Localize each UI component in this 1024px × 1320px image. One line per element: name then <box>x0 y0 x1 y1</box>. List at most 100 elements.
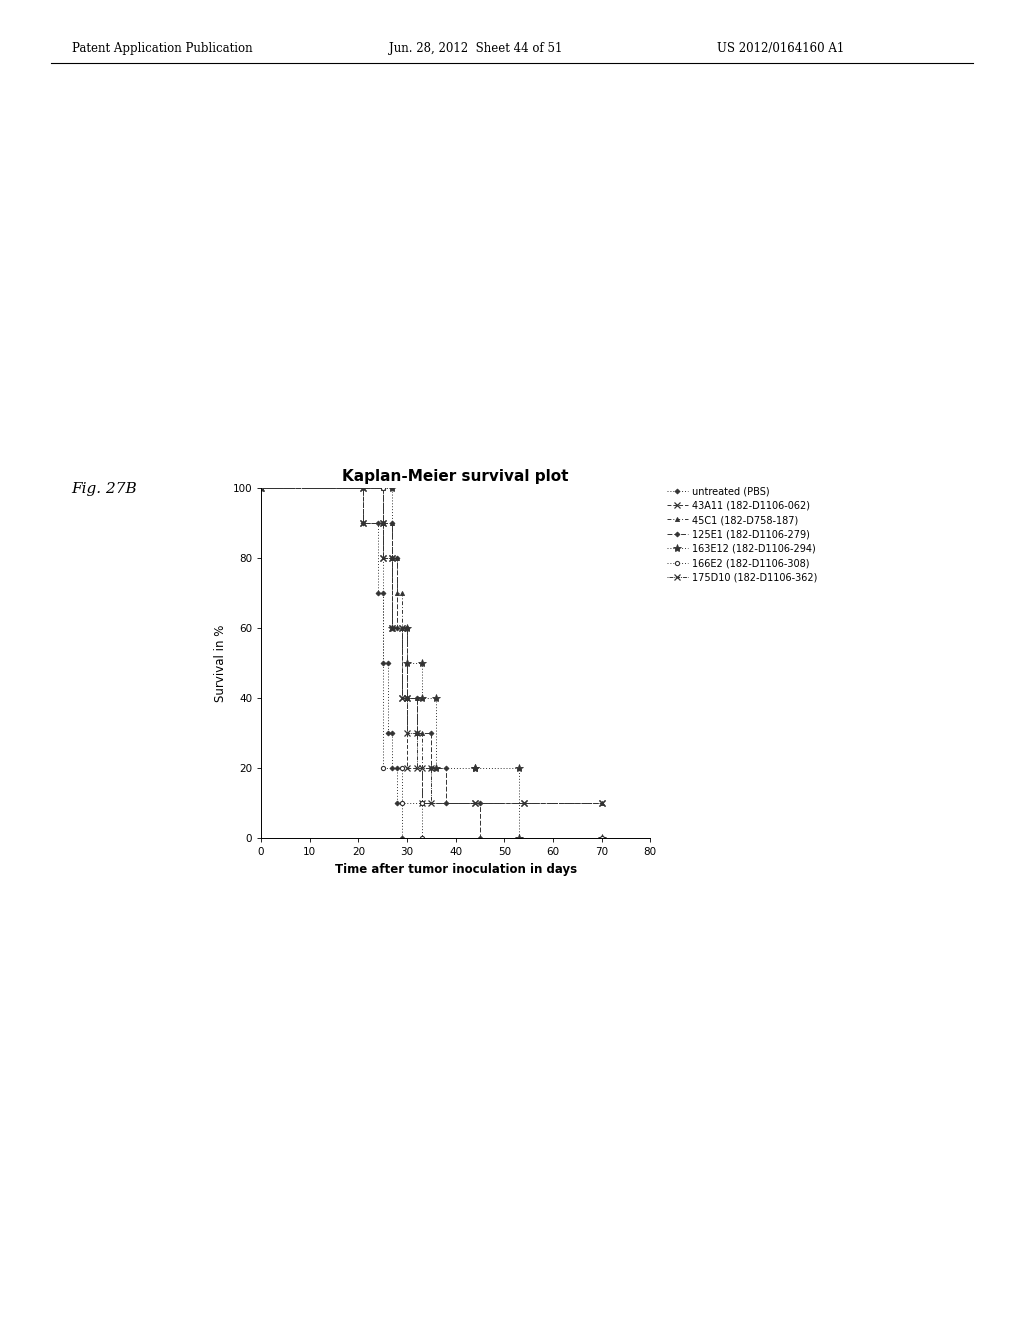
166E2 (182-D1106-308) <box>377 480 389 496</box>
untreated (PBS) <box>372 515 384 531</box>
125E1 (182-D1106-279) <box>411 726 423 742</box>
163E12 (182-D1106-294) <box>416 655 428 671</box>
untreated (PBS) <box>377 655 389 671</box>
untreated (PBS) <box>396 795 409 810</box>
untreated (PBS) <box>382 726 394 742</box>
163E12 (182-D1106-294) <box>401 655 414 671</box>
45C1 (182-D758-187) <box>401 690 414 706</box>
175D10 (182-D1106-362) <box>377 550 389 566</box>
Line: 45C1 (182-D758-187): 45C1 (182-D758-187) <box>259 486 604 805</box>
175D10 (182-D1106-362) <box>396 690 409 706</box>
Y-axis label: Survival in %: Survival in % <box>214 624 227 702</box>
43A11 (182-D1106-062) <box>416 760 428 776</box>
166E2 (182-D1106-308) <box>416 830 428 846</box>
X-axis label: Time after tumor inoculation in days: Time after tumor inoculation in days <box>335 863 577 875</box>
163E12 (182-D1106-294) <box>386 620 398 636</box>
45C1 (182-D758-187) <box>416 726 428 742</box>
175D10 (182-D1106-362) <box>401 690 414 706</box>
untreated (PBS) <box>357 480 370 496</box>
45C1 (182-D758-187) <box>386 515 398 531</box>
125E1 (182-D1106-279) <box>377 480 389 496</box>
untreated (PBS) <box>382 655 394 671</box>
43A11 (182-D1106-062) <box>396 690 409 706</box>
125E1 (182-D1106-279) <box>425 726 437 742</box>
45C1 (182-D758-187) <box>411 690 423 706</box>
175D10 (182-D1106-362) <box>386 550 398 566</box>
45C1 (182-D758-187) <box>396 585 409 601</box>
untreated (PBS) <box>391 760 403 776</box>
125E1 (182-D1106-279) <box>440 795 453 810</box>
163E12 (182-D1106-294) <box>430 690 442 706</box>
125E1 (182-D1106-279) <box>411 690 423 706</box>
163E12 (182-D1106-294) <box>596 830 608 846</box>
Text: Fig. 27B: Fig. 27B <box>72 482 137 496</box>
125E1 (182-D1106-279) <box>401 620 414 636</box>
43A11 (182-D1106-062) <box>396 620 409 636</box>
166E2 (182-D1106-308) <box>396 760 409 776</box>
166E2 (182-D1106-308) <box>377 760 389 776</box>
125E1 (182-D1106-279) <box>386 515 398 531</box>
Line: untreated (PBS): untreated (PBS) <box>259 487 603 840</box>
Text: US 2012/0164160 A1: US 2012/0164160 A1 <box>717 42 844 55</box>
Line: 175D10 (182-D1106-362): 175D10 (182-D1106-362) <box>258 486 604 807</box>
125E1 (182-D1106-279) <box>377 515 389 531</box>
45C1 (182-D758-187) <box>416 795 428 810</box>
175D10 (182-D1106-362) <box>518 795 530 810</box>
166E2 (182-D1106-308) <box>255 480 267 496</box>
Line: 125E1 (182-D1106-279): 125E1 (182-D1106-279) <box>259 487 603 840</box>
175D10 (182-D1106-362) <box>425 760 437 776</box>
125E1 (182-D1106-279) <box>386 550 398 566</box>
175D10 (182-D1106-362) <box>401 726 414 742</box>
43A11 (182-D1106-062) <box>255 480 267 496</box>
45C1 (182-D758-187) <box>255 480 267 496</box>
43A11 (182-D1106-062) <box>401 690 414 706</box>
Title: Kaplan-Meier survival plot: Kaplan-Meier survival plot <box>342 470 569 484</box>
43A11 (182-D1106-062) <box>596 795 608 810</box>
175D10 (182-D1106-362) <box>411 726 423 742</box>
175D10 (182-D1106-362) <box>411 760 423 776</box>
175D10 (182-D1106-362) <box>596 795 608 810</box>
untreated (PBS) <box>391 795 403 810</box>
175D10 (182-D1106-362) <box>518 795 530 810</box>
45C1 (182-D758-187) <box>596 795 608 810</box>
125E1 (182-D1106-279) <box>474 830 486 846</box>
untreated (PBS) <box>396 830 409 846</box>
untreated (PBS) <box>386 760 398 776</box>
163E12 (182-D1106-294) <box>469 760 481 776</box>
175D10 (182-D1106-362) <box>377 515 389 531</box>
43A11 (182-D1106-062) <box>401 760 414 776</box>
175D10 (182-D1106-362) <box>469 795 481 810</box>
166E2 (182-D1106-308) <box>396 795 409 810</box>
125E1 (182-D1106-279) <box>255 480 267 496</box>
untreated (PBS) <box>386 726 398 742</box>
163E12 (182-D1106-294) <box>401 620 414 636</box>
Text: Jun. 28, 2012  Sheet 44 of 51: Jun. 28, 2012 Sheet 44 of 51 <box>389 42 562 55</box>
43A11 (182-D1106-062) <box>377 550 389 566</box>
untreated (PBS) <box>255 480 267 496</box>
45C1 (182-D758-187) <box>391 585 403 601</box>
163E12 (182-D1106-294) <box>430 760 442 776</box>
Text: Patent Application Publication: Patent Application Publication <box>72 42 252 55</box>
Line: 163E12 (182-D1106-294): 163E12 (182-D1106-294) <box>257 484 606 842</box>
125E1 (182-D1106-279) <box>391 550 403 566</box>
43A11 (182-D1106-062) <box>377 515 389 531</box>
166E2 (182-D1106-308) <box>596 830 608 846</box>
45C1 (182-D758-187) <box>401 620 414 636</box>
125E1 (182-D1106-279) <box>391 620 403 636</box>
Line: 166E2 (182-D1106-308): 166E2 (182-D1106-308) <box>259 486 604 841</box>
125E1 (182-D1106-279) <box>401 690 414 706</box>
43A11 (182-D1106-062) <box>357 515 370 531</box>
125E1 (182-D1106-279) <box>596 830 608 846</box>
43A11 (182-D1106-062) <box>386 550 398 566</box>
45C1 (182-D758-187) <box>396 620 409 636</box>
163E12 (182-D1106-294) <box>416 690 428 706</box>
Legend: untreated (PBS), 43A11 (182-D1106-062), 45C1 (182-D758-187), 125E1 (182-D1106-27: untreated (PBS), 43A11 (182-D1106-062), … <box>667 486 817 582</box>
163E12 (182-D1106-294) <box>469 760 481 776</box>
125E1 (182-D1106-279) <box>474 795 486 810</box>
43A11 (182-D1106-062) <box>357 480 370 496</box>
175D10 (182-D1106-362) <box>386 620 398 636</box>
175D10 (182-D1106-362) <box>255 480 267 496</box>
125E1 (182-D1106-279) <box>440 760 453 776</box>
untreated (PBS) <box>596 830 608 846</box>
45C1 (182-D758-187) <box>377 515 389 531</box>
